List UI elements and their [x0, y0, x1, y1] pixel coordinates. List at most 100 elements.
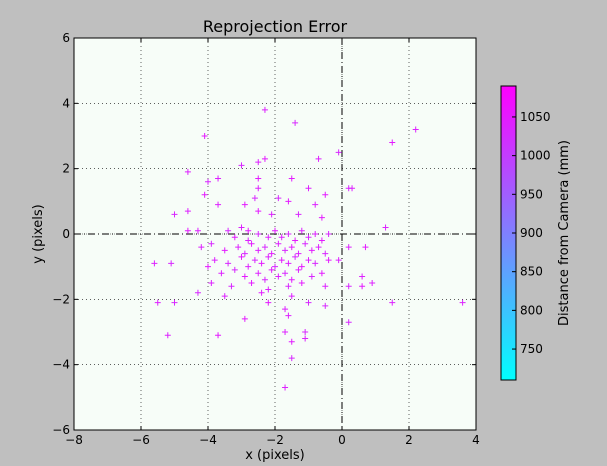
scatter-point: [245, 227, 252, 234]
scatter-point: [261, 276, 268, 283]
scatter-point: [295, 250, 302, 257]
scatter-point: [168, 260, 175, 267]
scatter-point: [245, 237, 252, 244]
scatter-point: [198, 244, 205, 251]
scatter-point: [268, 211, 275, 218]
scatter-point: [241, 250, 248, 257]
scatter-point: [318, 237, 325, 244]
scatter-point: [275, 240, 282, 247]
scatter-point: [231, 266, 238, 273]
scatter-point: [201, 191, 208, 198]
scatter-point: [272, 227, 278, 234]
scatter-point: [282, 306, 289, 313]
scatter-point: [315, 244, 322, 251]
y-axis-ticks: −6 −4 −2 0 2 4 6: [52, 31, 476, 437]
colorbar-ticks: 750 800 850 900 950 1000 1050: [512, 110, 551, 356]
x-tick-label: 4: [472, 433, 480, 447]
scatter-point: [312, 201, 319, 208]
reference-lines: [74, 38, 476, 430]
scatter-point: [288, 355, 295, 362]
colorbar-tick-label: 900: [520, 226, 543, 240]
scatter-point: [221, 247, 228, 254]
y-tick-label: −6: [52, 423, 70, 437]
scatter-point: [292, 237, 299, 244]
scatter-point: [255, 270, 262, 277]
scatter-point: [292, 253, 299, 260]
scatter-point: [171, 211, 178, 218]
scatter-point: [245, 263, 252, 270]
scatter-point: [288, 276, 295, 283]
scatter-point: [215, 175, 222, 182]
scatter-point: [184, 208, 191, 215]
scatter-point: [335, 257, 342, 264]
scatter-point: [255, 208, 262, 215]
colorbar-label: Distance from Camera (mm): [557, 140, 572, 326]
scatter-point: [258, 260, 265, 267]
x-tick-label: 2: [405, 433, 413, 447]
scatter-point: [298, 227, 305, 234]
scatter-point: [194, 227, 201, 234]
scatter-point: [389, 139, 396, 146]
y-tick-label: −4: [52, 358, 70, 372]
scatter-point: [318, 270, 325, 277]
scatter-point: [359, 283, 366, 290]
colorbar-tick-label: 1000: [520, 149, 551, 163]
scatter-point: [288, 293, 295, 300]
scatter-point: [315, 155, 322, 162]
scatter-point: [265, 286, 272, 293]
scatter-points: [151, 106, 466, 391]
scatter-point: [201, 133, 208, 139]
scatter-point: [241, 273, 248, 280]
scatter-point: [285, 312, 292, 319]
scatter-point: [325, 231, 332, 237]
scatter-point: [248, 280, 255, 286]
scatter-point: [215, 332, 222, 339]
scatter-point: [295, 211, 302, 218]
scatter-point: [221, 293, 228, 300]
x-tick-label: 0: [338, 433, 346, 447]
scatter-point: [255, 231, 262, 237]
scatter-point: [265, 299, 272, 306]
scatter-point: [225, 227, 232, 234]
scatter-point: [225, 260, 232, 267]
scatter-point: [412, 126, 419, 133]
scatter-point: [302, 329, 309, 335]
scatter-point: [282, 329, 289, 335]
colorbar-tick-label: 800: [520, 303, 543, 317]
y-axis-label: y (pixels): [31, 204, 46, 264]
scatter-point: [335, 149, 342, 156]
scatter-point: [261, 106, 268, 113]
scatter-point: [292, 119, 299, 126]
scatter-point: [288, 338, 295, 345]
scatter-point: [359, 273, 366, 280]
colorbar-tick-label: 950: [520, 187, 543, 201]
scatter-point: [285, 283, 292, 290]
scatter-point: [255, 159, 262, 166]
scatter-point: [241, 315, 248, 322]
scatter-point: [302, 240, 309, 247]
colorbar-tick-label: 1050: [520, 110, 551, 124]
scatter-point: [285, 231, 292, 237]
scatter-point: [211, 257, 218, 264]
scatter-point: [382, 224, 389, 231]
scatter-point: [325, 257, 332, 264]
scatter-point: [322, 191, 329, 198]
scatter-point: [235, 244, 242, 251]
scatter-point: [238, 224, 245, 231]
scatter-point: [231, 234, 238, 241]
scatter-point: [268, 266, 275, 273]
scatter-point: [241, 201, 248, 208]
scatter-point: [261, 155, 268, 162]
chart-title: Reprojection Error: [203, 17, 348, 36]
scatter-point: [194, 289, 201, 296]
scatter-point: [238, 253, 245, 260]
scatter-point: [208, 240, 215, 247]
scatter-point: [302, 335, 309, 342]
scatter-point: [322, 283, 329, 290]
scatter-point: [154, 299, 161, 306]
x-tick-label: −2: [266, 433, 284, 447]
scatter-point: [285, 260, 292, 267]
scatter-point: [305, 234, 312, 241]
x-tick-label: −4: [199, 433, 217, 447]
